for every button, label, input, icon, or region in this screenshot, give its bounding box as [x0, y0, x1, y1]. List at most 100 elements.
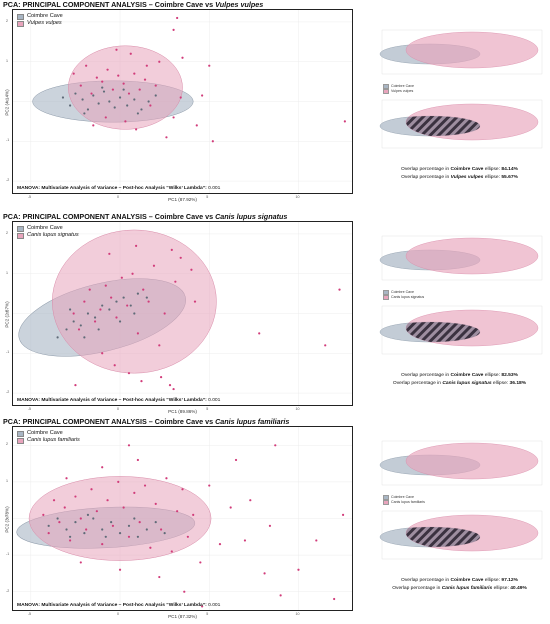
- species-point: [131, 272, 134, 275]
- species-point: [127, 444, 131, 447]
- species-point: [99, 308, 102, 311]
- cave-point: [83, 336, 86, 339]
- x-tick-label: -5: [27, 195, 32, 199]
- legend-label-cave: Coimbre Cave: [27, 430, 63, 436]
- species-point: [104, 284, 107, 287]
- species-point: [90, 92, 93, 95]
- y-tick-label: 0: [6, 98, 8, 103]
- cave-point: [68, 308, 72, 311]
- species-point: [79, 84, 82, 87]
- species-point: [147, 300, 150, 303]
- y-tick-label: 2: [6, 442, 8, 447]
- species-point: [338, 288, 341, 291]
- legend-label-species: Vulpes vulpes: [27, 20, 62, 26]
- mini-ellipse-intersection: [372, 509, 547, 564]
- cave-point: [92, 94, 95, 97]
- legend-item-cave: Coimbre Cave: [17, 13, 63, 20]
- cave-point: [163, 532, 166, 535]
- species-point: [111, 524, 115, 527]
- scatter-svg: [13, 222, 352, 405]
- overlap-cave-text: Overlap percentage in Coimbre Cave ellip…: [401, 167, 518, 172]
- mini-species-ellipse: [405, 237, 539, 275]
- species-point: [154, 502, 157, 505]
- species-point: [165, 477, 168, 480]
- species-point: [176, 16, 179, 20]
- species-point: [243, 539, 247, 542]
- species-ellipse: [68, 45, 183, 130]
- x-tick-label: 5: [206, 407, 209, 411]
- species-point: [111, 88, 115, 91]
- species-point: [72, 312, 75, 315]
- legend-item-species: Canis lupus signatus: [17, 232, 79, 239]
- species-point: [65, 477, 68, 480]
- species-point: [79, 561, 82, 564]
- legend-item-species: Vulpes vulpes: [17, 20, 63, 27]
- species-point: [108, 252, 111, 255]
- y-tick-label: -1: [6, 138, 10, 143]
- species-point: [115, 48, 118, 51]
- x-tick-label: -5: [27, 407, 32, 411]
- mini-legend-species: Canis lupus signatus: [391, 295, 425, 299]
- y-tick-label: 2: [6, 18, 8, 23]
- mini-ellipse-overlay: [372, 28, 547, 78]
- legend-swatch-species: [17, 437, 24, 444]
- species-point: [117, 480, 120, 483]
- cave-point: [81, 98, 84, 101]
- species-point: [92, 124, 95, 127]
- species-point: [118, 568, 122, 571]
- mini-intersection-svg: [379, 510, 543, 560]
- species-point: [58, 521, 61, 524]
- species-point: [159, 528, 163, 531]
- species-point: [158, 60, 161, 63]
- cave-point: [65, 528, 68, 531]
- overlap-species-text: Overlap percentage in Canis lupus famili…: [392, 586, 527, 591]
- species-point: [101, 466, 104, 469]
- species-point: [83, 300, 86, 303]
- cave-point: [108, 100, 111, 103]
- species-point: [68, 539, 72, 542]
- cave-point: [61, 96, 65, 99]
- cave-point: [129, 304, 132, 307]
- species-point: [77, 328, 81, 331]
- x-axis-label: PC1 (87.92%): [168, 197, 197, 202]
- species-point: [195, 124, 198, 127]
- legend-label-species: Canis lupus signatus: [27, 232, 79, 238]
- legend: Coimbre Cave Canis lupus familiaris: [17, 430, 80, 444]
- legend-swatch-species: [17, 20, 24, 27]
- legend-label-cave: Coimbre Cave: [27, 13, 63, 19]
- species-point: [133, 72, 136, 75]
- scatter-plot-area: Coimbre Cave Vulpes vulpes MANOVA: Multi…: [12, 9, 353, 194]
- species-point: [52, 499, 56, 502]
- species-point: [179, 96, 182, 99]
- mini-ellipse-intersection: [372, 304, 547, 359]
- species-point: [42, 513, 45, 516]
- species-point: [127, 535, 131, 538]
- species-point: [101, 543, 104, 546]
- species-point: [143, 484, 147, 487]
- species-point: [117, 74, 120, 77]
- cave-point: [86, 108, 90, 111]
- cave-point: [147, 100, 150, 103]
- species-point: [122, 82, 125, 85]
- species-point: [170, 550, 173, 553]
- panel-title: PCA: PRINCIPAL COMPONENT ANALYSIS – Coim…: [3, 212, 288, 221]
- manova-text: MANOVA: Multivariate Analysis of Varianc…: [17, 186, 221, 191]
- species-point: [181, 56, 184, 59]
- manova-text: MANOVA: Multivariate Analysis of Varianc…: [17, 398, 221, 403]
- cave-point: [154, 521, 157, 524]
- cave-point: [86, 312, 90, 315]
- species-point: [158, 344, 161, 347]
- legend: Coimbre Cave Vulpes vulpes: [17, 13, 63, 27]
- legend-swatch-species: [17, 232, 24, 239]
- y-tick-label: 1: [6, 270, 8, 275]
- species-point: [113, 364, 116, 367]
- cave-point: [127, 524, 131, 527]
- species-point: [279, 594, 282, 597]
- overlap-percentages: Overlap percentage in Coimbre Cave ellip…: [372, 166, 547, 182]
- species-point: [193, 300, 197, 303]
- species-point: [149, 104, 152, 107]
- y-axis-label: PC2 (3.78%): [4, 506, 10, 533]
- cave-point: [65, 328, 68, 331]
- species-point: [179, 256, 182, 259]
- cave-point: [136, 112, 139, 115]
